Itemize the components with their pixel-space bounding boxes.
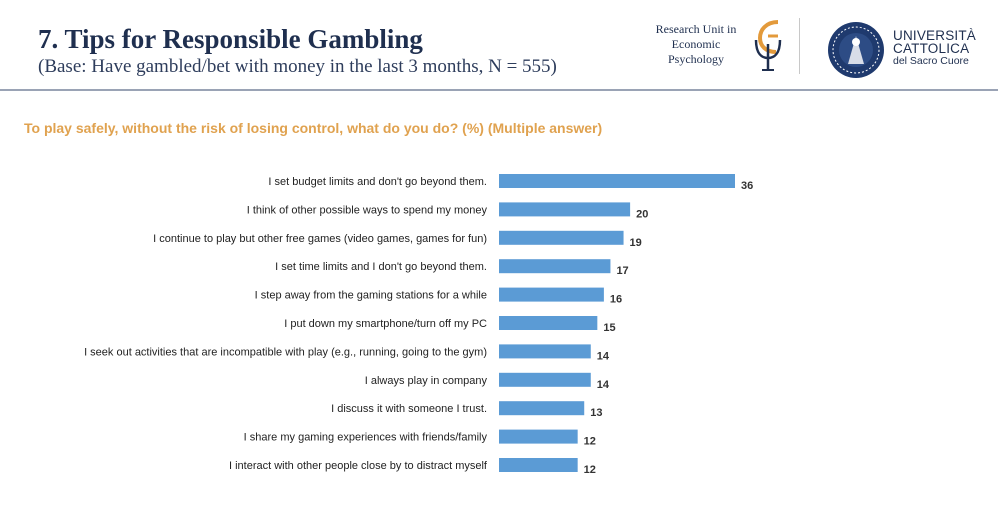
header-divider [0, 89, 998, 91]
category-label: I always play in company [365, 375, 488, 387]
bar [499, 259, 611, 274]
bar-chart: I set budget limits and don't go beyond … [84, 174, 753, 476]
value-label: 20 [636, 208, 648, 220]
category-label: I step away from the gaming stations for… [255, 290, 487, 302]
bar [499, 230, 624, 245]
page-title: 7. Tips for Responsible Gambling [38, 24, 423, 54]
value-label: 19 [630, 237, 642, 249]
bar [499, 401, 585, 416]
page-subtitle: (Base: Have gambled/bet with money in th… [38, 56, 557, 77]
value-label: 16 [610, 294, 622, 306]
research-unit-line-1: Research Unit in [655, 22, 737, 36]
research-unit-line-3: Psychology [667, 52, 724, 66]
category-label: I interact with other people close by to… [229, 460, 488, 472]
category-label: I set time limits and I don't go beyond … [275, 261, 487, 273]
bar [499, 202, 631, 217]
university-line-2: CATTOLICA [893, 41, 970, 56]
university-line-1: UNIVERSITÀ [893, 28, 977, 43]
psi-logo-icon [754, 20, 782, 71]
value-label: 15 [603, 322, 615, 334]
logo-divider [799, 18, 800, 74]
value-label: 14 [597, 350, 610, 362]
category-label: I put down my smartphone/turn off my PC [284, 318, 487, 330]
value-label: 36 [741, 180, 753, 192]
category-label: I share my gaming experiences with frien… [244, 432, 488, 444]
category-label: I think of other possible ways to spend … [247, 204, 488, 216]
value-label: 12 [584, 436, 596, 448]
bar [499, 429, 578, 444]
bar [499, 458, 578, 472]
university-name: UNIVERSITÀ CATTOLICA del Sacro Cuore [893, 29, 976, 68]
category-label: I discuss it with someone I trust. [331, 403, 487, 415]
category-label: I continue to play but other free games … [153, 233, 487, 245]
value-label: 12 [584, 464, 596, 476]
category-label: I set budget limits and don't go beyond … [268, 176, 487, 188]
value-label: 13 [590, 407, 602, 419]
research-unit-line-2: Economic [671, 37, 721, 51]
value-label: 17 [616, 265, 628, 277]
bar [499, 174, 735, 188]
research-unit-logo-text: Research Unit in Economic Psychology [633, 22, 759, 67]
question-text: To play safely, without the risk of losi… [24, 120, 603, 136]
university-line-3: del Sacro Cuore [893, 55, 969, 67]
bar [499, 316, 598, 330]
bar [499, 344, 591, 359]
category-label: I seek out activities that are incompati… [84, 346, 487, 358]
bar [499, 287, 604, 302]
value-label: 14 [597, 379, 610, 391]
bar [499, 372, 591, 387]
university-seal-icon [828, 22, 884, 78]
